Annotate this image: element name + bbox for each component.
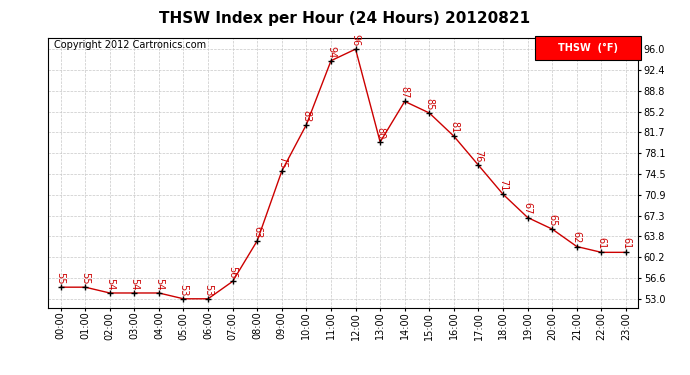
Text: 96: 96 <box>351 34 361 46</box>
Text: 61: 61 <box>596 237 607 249</box>
Text: 53: 53 <box>179 284 188 296</box>
Text: 71: 71 <box>498 179 508 192</box>
Text: 75: 75 <box>277 156 287 168</box>
Text: THSW  (°F): THSW (°F) <box>558 43 618 53</box>
Text: 67: 67 <box>522 202 533 215</box>
Text: 54: 54 <box>129 278 139 290</box>
Text: 55: 55 <box>80 272 90 284</box>
Text: 55: 55 <box>56 272 66 284</box>
Text: 81: 81 <box>449 121 459 134</box>
Text: 54: 54 <box>105 278 115 290</box>
Text: 63: 63 <box>253 226 262 238</box>
Text: Copyright 2012 Cartronics.com: Copyright 2012 Cartronics.com <box>55 40 206 50</box>
Text: 61: 61 <box>621 237 631 249</box>
Text: 54: 54 <box>154 278 164 290</box>
Text: 56: 56 <box>228 266 237 279</box>
Text: THSW Index per Hour (24 Hours) 20120821: THSW Index per Hour (24 Hours) 20120821 <box>159 11 531 26</box>
Text: 83: 83 <box>302 110 311 122</box>
Text: 65: 65 <box>547 214 558 226</box>
Text: 87: 87 <box>400 86 410 99</box>
Text: 76: 76 <box>473 150 484 162</box>
FancyBboxPatch shape <box>535 36 641 60</box>
Text: 85: 85 <box>424 98 434 110</box>
Text: 80: 80 <box>375 127 385 139</box>
Text: 62: 62 <box>572 231 582 244</box>
Text: 53: 53 <box>203 284 213 296</box>
Text: 94: 94 <box>326 46 336 58</box>
